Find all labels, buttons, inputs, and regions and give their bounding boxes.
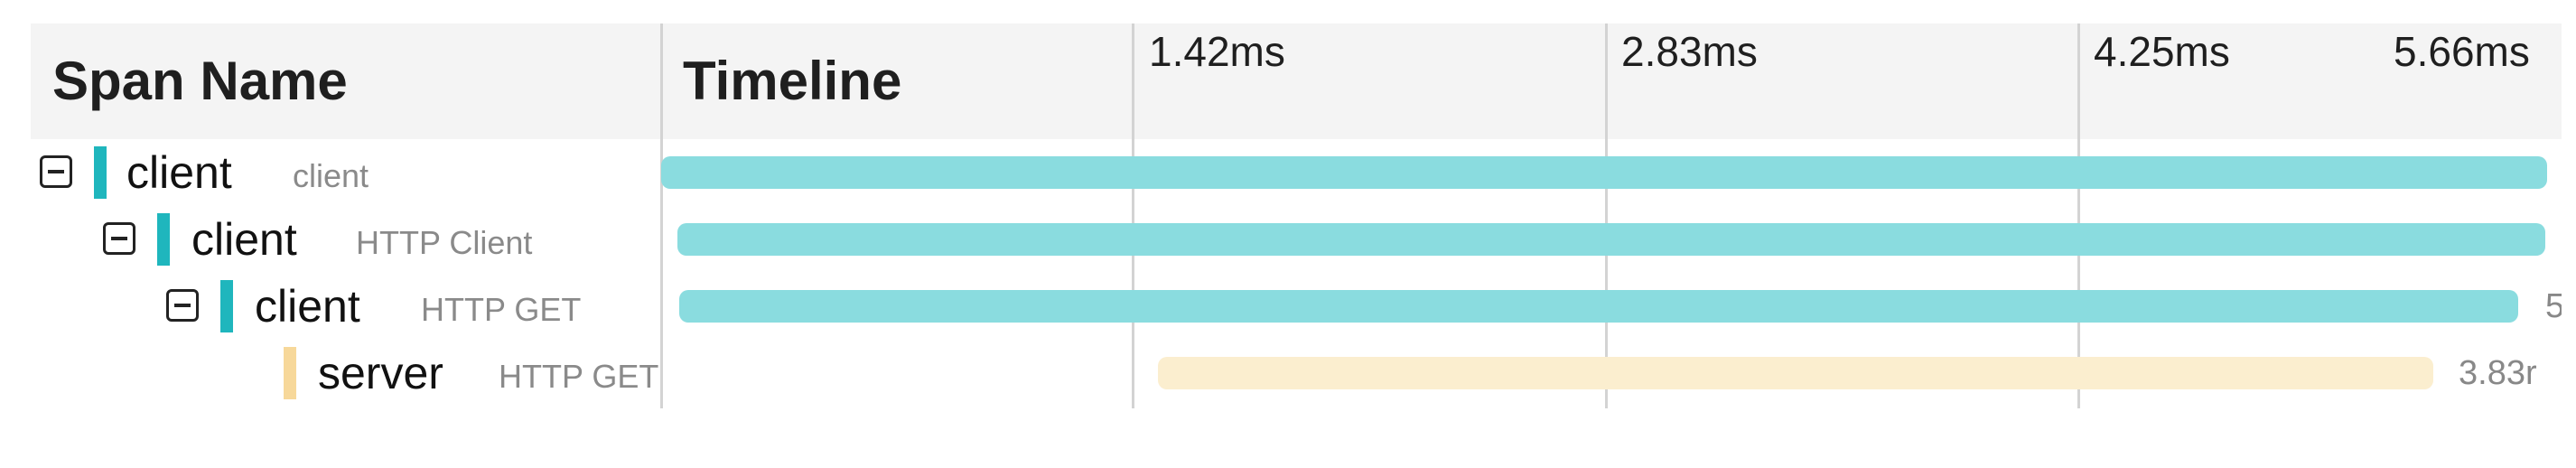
span-row[interactable]: client HTTP GET 5 [0, 273, 2562, 340]
collapse-icon[interactable] [103, 222, 135, 255]
service-color-marker [157, 213, 170, 266]
span-bar[interactable] [661, 156, 2547, 189]
grid-line [1132, 23, 1134, 408]
span-duration-label: 5 [2545, 287, 2562, 325]
tick-label: 5.66ms [2394, 28, 2530, 75]
span-row[interactable]: client HTTP Client [0, 206, 2562, 273]
span-name: server [318, 348, 443, 398]
collapse-icon[interactable] [40, 155, 72, 188]
span-name: client [191, 214, 297, 265]
span-bar[interactable] [1158, 357, 2433, 389]
grid-line [1605, 23, 1608, 408]
collapse-icon[interactable] [166, 289, 199, 322]
tick-label: 2.83ms [1621, 28, 1758, 75]
span-service: HTTP GET [421, 291, 582, 328]
span-name-column-title: Span Name [52, 51, 348, 111]
table-header [31, 23, 2562, 139]
tick-label: 1.42ms [1149, 28, 1285, 75]
span-bar[interactable] [677, 223, 2545, 256]
service-color-marker [220, 280, 233, 332]
timeline-column-title: Timeline [683, 51, 902, 111]
service-color-marker [284, 347, 296, 399]
tick-label: 4.25ms [2094, 28, 2230, 75]
span-name: client [126, 147, 232, 198]
span-name: client [255, 281, 360, 332]
column-divider[interactable] [660, 23, 663, 408]
span-bar[interactable] [679, 290, 2518, 323]
span-row[interactable]: client client [0, 139, 2562, 206]
span-service: HTTP Client [356, 224, 533, 261]
grid-line [2077, 23, 2080, 408]
span-duration-label: 3.83r [2459, 354, 2537, 392]
span-service: client [293, 157, 369, 194]
service-color-marker [94, 146, 107, 199]
span-service: HTTP GET [499, 358, 659, 395]
span-row[interactable]: server HTTP GET 3.83r [0, 340, 2562, 407]
